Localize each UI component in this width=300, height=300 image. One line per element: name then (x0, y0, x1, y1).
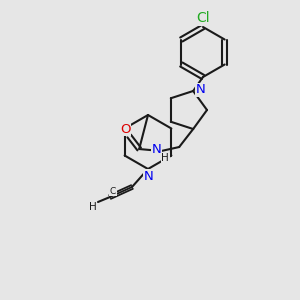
Text: H: H (161, 153, 169, 163)
Text: N: N (195, 83, 205, 97)
Text: N: N (151, 142, 161, 155)
Text: N: N (144, 169, 154, 182)
Text: O: O (120, 122, 130, 136)
Text: C: C (110, 187, 116, 196)
Text: H: H (89, 202, 97, 212)
Text: Cl: Cl (196, 11, 210, 25)
